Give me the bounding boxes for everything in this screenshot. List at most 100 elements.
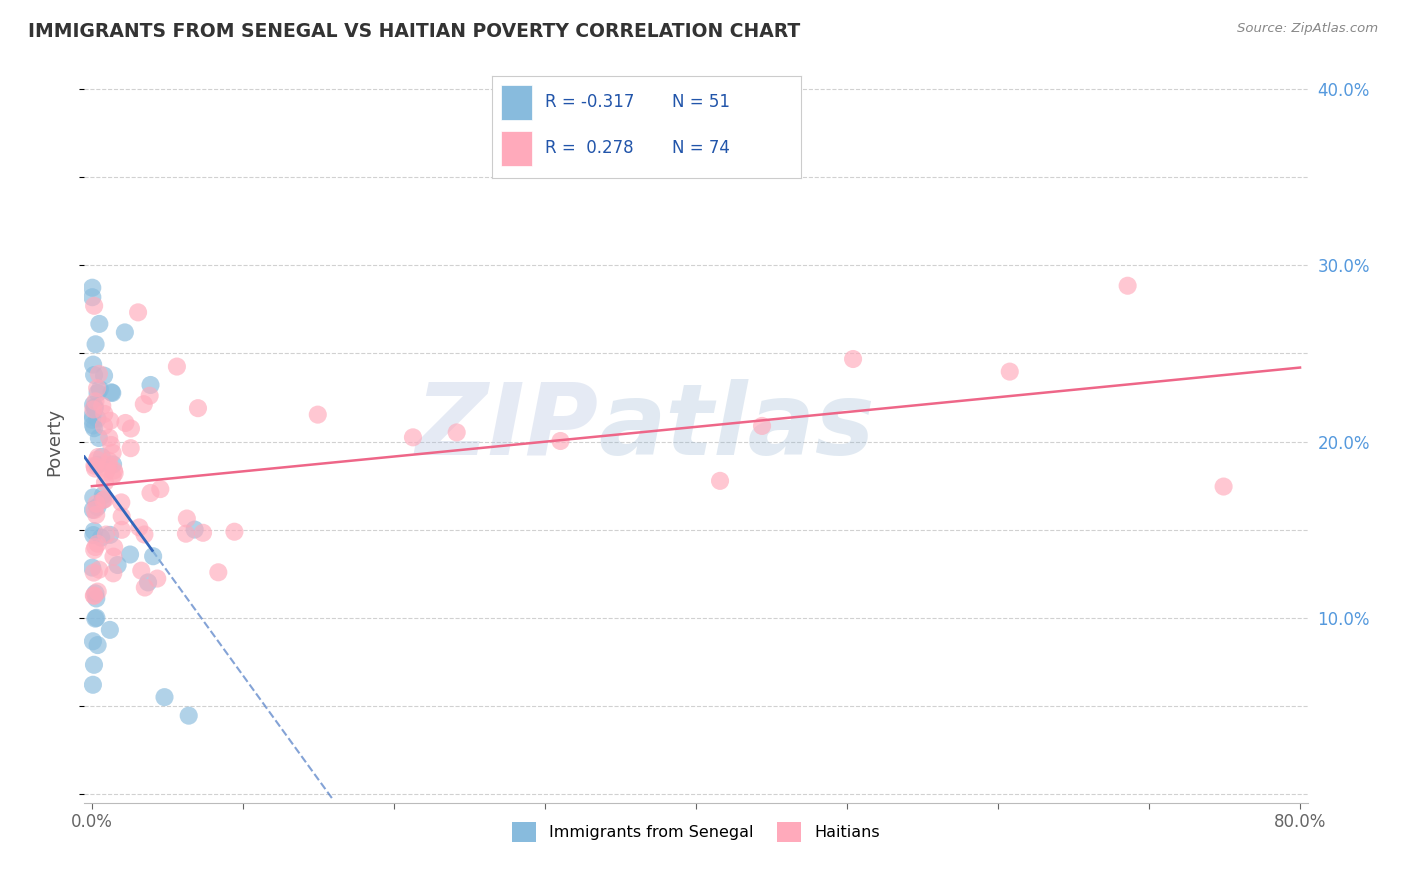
Legend: Immigrants from Senegal, Haitians: Immigrants from Senegal, Haitians [512, 822, 880, 842]
Point [83, 299, 105, 313]
Point [103, 541, 125, 555]
Point [86, 611, 108, 625]
Text: IMMIGRANTS FROM SENEGAL VS HAITIAN POVERTY CORRELATION CHART: IMMIGRANTS FROM SENEGAL VS HAITIAN POVER… [28, 22, 800, 41]
Point [177, 708, 200, 723]
Point [86, 497, 108, 511]
Point [82, 503, 104, 517]
Y-axis label: Poverty: Poverty [45, 408, 63, 475]
Point [83, 401, 105, 416]
Point [94, 465, 117, 479]
Point [82, 418, 104, 433]
Point [94, 527, 117, 541]
Point [93, 368, 115, 383]
Point [82, 413, 104, 427]
Text: Source: ZipAtlas.com: Source: ZipAtlas.com [1237, 22, 1378, 36]
Point [139, 486, 162, 500]
Point [84, 508, 107, 522]
Text: R = -0.317: R = -0.317 [544, 94, 634, 112]
Text: ZIP: ZIP [415, 378, 598, 475]
Point [91, 488, 114, 502]
Point [84, 586, 107, 600]
Point [1212, 479, 1234, 493]
Point [104, 466, 127, 480]
Bar [502, 85, 533, 120]
Point [82, 634, 104, 648]
Point [751, 419, 773, 434]
Point [307, 408, 329, 422]
Point [82, 560, 104, 574]
Point [83, 524, 105, 538]
Point [103, 549, 125, 564]
Point [446, 425, 468, 440]
Point [82, 678, 104, 692]
Point [120, 441, 142, 455]
Point [93, 493, 115, 508]
Point [84, 337, 107, 351]
Point [100, 385, 122, 400]
Point [224, 524, 246, 539]
Point [174, 526, 197, 541]
Point [86, 452, 108, 467]
Text: N = 74: N = 74 [672, 138, 730, 157]
Point [83, 368, 105, 382]
Point [120, 421, 142, 435]
Point [101, 446, 124, 460]
Point [127, 305, 149, 319]
Point [83, 458, 105, 473]
Point [86, 381, 108, 395]
Point [89, 317, 111, 331]
Point [97, 458, 120, 472]
Point [146, 572, 169, 586]
Point [89, 382, 111, 396]
Point [842, 351, 865, 366]
Point [134, 527, 156, 541]
Point [84, 461, 107, 475]
Point [709, 474, 731, 488]
Point [84, 591, 107, 606]
Point [86, 638, 108, 652]
Bar [502, 131, 533, 166]
Point [134, 581, 156, 595]
Point [132, 397, 155, 411]
Point [101, 458, 124, 472]
Point [83, 543, 105, 558]
Point [101, 469, 124, 483]
Point [87, 367, 110, 381]
Point [94, 475, 117, 490]
Point [93, 419, 115, 434]
Point [82, 358, 104, 372]
Point [187, 401, 209, 416]
Point [90, 531, 112, 545]
Point [87, 450, 110, 464]
Point [84, 540, 107, 554]
Point [91, 399, 114, 413]
Point [87, 431, 110, 445]
Point [82, 398, 104, 412]
Point [103, 566, 125, 581]
Point [82, 290, 104, 304]
Point [129, 564, 152, 578]
Point [94, 491, 117, 506]
Point [114, 326, 136, 340]
Point [128, 520, 150, 534]
Point [83, 657, 105, 672]
Point [86, 458, 108, 472]
Point [84, 612, 107, 626]
Point [139, 378, 162, 392]
Point [93, 407, 115, 421]
Text: N = 51: N = 51 [672, 94, 730, 112]
Point [98, 431, 121, 445]
Point [91, 492, 114, 507]
Point [98, 454, 121, 468]
Point [136, 575, 159, 590]
Point [98, 528, 121, 542]
Point [86, 411, 108, 425]
Point [191, 525, 214, 540]
Point [82, 491, 104, 505]
Point [83, 503, 105, 517]
Point [82, 528, 104, 542]
Point [98, 623, 121, 637]
Point [153, 690, 176, 705]
Point [111, 523, 134, 537]
Point [111, 509, 134, 524]
